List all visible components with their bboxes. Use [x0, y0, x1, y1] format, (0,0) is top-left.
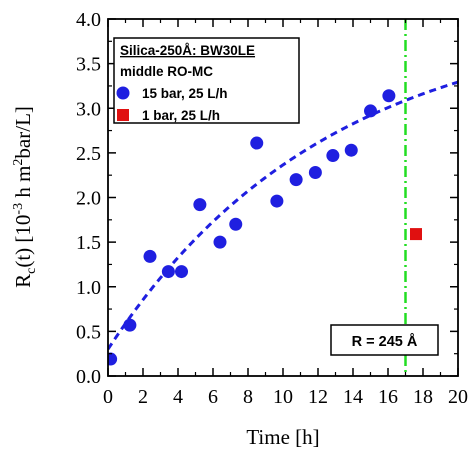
x-tick-label: 18	[413, 386, 433, 408]
y-tick-label: 0.5	[76, 321, 101, 343]
legend-marker-15bar	[116, 86, 130, 100]
data-point-circle	[229, 217, 243, 231]
data-point-circle	[344, 143, 358, 157]
data-point-circle	[250, 136, 264, 150]
x-tick-label: 0	[103, 386, 113, 408]
y-tick-label: 2.0	[76, 188, 101, 210]
x-tick-label: 6	[208, 386, 218, 408]
legend-box	[113, 37, 300, 124]
legend-title: Silica-250Å: BW30LE	[120, 43, 255, 58]
data-point-circle	[308, 166, 322, 180]
data-point-circle	[143, 249, 157, 263]
x-tick-label: 4	[173, 386, 183, 408]
vline-annotation-label: R = 245 Å	[352, 333, 418, 350]
data-point-circle	[270, 194, 284, 208]
x-axis-title: Time [h]	[246, 425, 319, 449]
plot-frame	[107, 18, 459, 377]
legend-label-15bar: 15 bar, 25 L/h	[142, 86, 228, 101]
y-tick-label: 2.5	[76, 143, 101, 165]
data-point-circle	[382, 89, 396, 103]
data-point-circle	[326, 149, 340, 163]
data-point-circle	[289, 173, 303, 187]
x-tick-label: 16	[378, 386, 398, 408]
data-point-square	[410, 228, 422, 241]
legend-marker-1bar	[117, 109, 129, 121]
legend: Silica-250Å: BW30LE middle RO-MC 15 bar,…	[113, 37, 300, 124]
data-point-circle	[175, 265, 188, 279]
data-point-circle	[123, 318, 137, 332]
plot-area	[108, 19, 458, 376]
y-axis-title: Rc(t) [10-3 h m2bar/L]	[11, 106, 39, 288]
axes-layer: 0 2 4 6 8 10 12 14 16 18 20 0.0 0.5 1.0 1.5 2.0 2.5 3.0 3.…	[76, 9, 468, 408]
vline-annotation: R = 245 Å	[330, 324, 439, 356]
x-tick-label: 14	[343, 386, 363, 408]
x-tick-label: 20	[448, 386, 468, 408]
data-point-circle	[213, 235, 227, 249]
y-tick-label: 0.0	[76, 366, 101, 388]
legend-label-1bar: 1 bar, 25 L/h	[142, 108, 220, 123]
y-tick-label: 3.5	[76, 54, 101, 76]
data-point-circle	[161, 265, 175, 279]
vline-annotation-box	[330, 324, 439, 356]
x-tick-label: 12	[308, 386, 328, 408]
y-tick-label: 4.0	[76, 9, 101, 31]
legend-subtitle: middle RO-MC	[120, 64, 213, 79]
y-tick-label: 1.5	[76, 232, 101, 254]
y-tick-label: 1.0	[76, 277, 101, 299]
x-tick-label: 10	[273, 386, 293, 408]
x-tick-label: 2	[138, 386, 148, 408]
x-tick-label: 8	[243, 386, 253, 408]
data-point-circle	[364, 104, 377, 118]
y-tick-label: 3.0	[76, 98, 101, 120]
data-point-circle	[193, 198, 207, 212]
data-point-circle	[108, 352, 118, 366]
